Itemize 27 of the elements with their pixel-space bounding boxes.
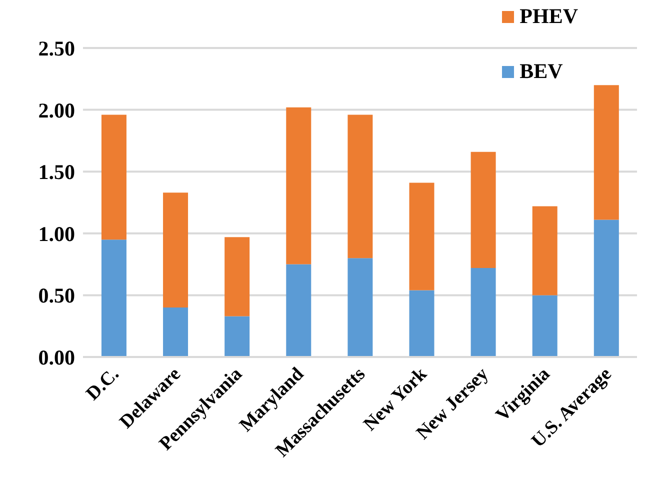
bar (409, 290, 434, 357)
bar (594, 220, 619, 357)
bar (224, 316, 250, 357)
bar (348, 258, 373, 357)
bar (163, 192, 188, 308)
x-tick-label: D.C. (82, 364, 124, 405)
y-tick-label: 0.50 (38, 284, 75, 308)
bar (163, 308, 188, 357)
y-tick-label: 2.50 (38, 36, 75, 60)
bar (409, 182, 434, 290)
legend-label: PHEV (520, 4, 578, 29)
y-tick-label: 2.00 (38, 98, 75, 122)
bar (532, 206, 558, 296)
bar (101, 114, 126, 240)
y-tick-label: 1.00 (38, 222, 75, 246)
bar (470, 268, 496, 357)
bar (594, 85, 619, 220)
y-tick-label: 1.50 (38, 160, 75, 184)
bar (101, 240, 126, 357)
bar (224, 237, 250, 316)
bar (532, 295, 558, 357)
bar (286, 107, 312, 264)
bar (348, 114, 373, 258)
legend-label: BEV (520, 59, 563, 84)
bar (470, 152, 496, 268)
y-tick-label: 0.00 (38, 345, 75, 370)
bar (286, 264, 312, 357)
